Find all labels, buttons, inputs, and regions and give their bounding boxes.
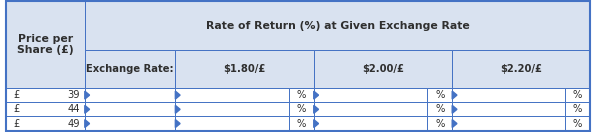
Bar bbox=[452, 88, 565, 102]
Polygon shape bbox=[313, 91, 318, 99]
Polygon shape bbox=[452, 105, 457, 113]
Text: £: £ bbox=[13, 104, 20, 114]
Polygon shape bbox=[175, 120, 180, 128]
Bar bbox=[6, 116, 85, 131]
Bar bbox=[313, 50, 452, 88]
Bar bbox=[452, 102, 565, 116]
Text: %: % bbox=[573, 104, 582, 114]
Bar bbox=[565, 116, 590, 131]
Bar bbox=[427, 116, 452, 131]
Text: $2.00/£: $2.00/£ bbox=[362, 64, 404, 74]
Bar bbox=[175, 102, 289, 116]
Text: 44: 44 bbox=[67, 104, 80, 114]
Polygon shape bbox=[313, 105, 318, 113]
Polygon shape bbox=[452, 91, 457, 99]
Bar bbox=[6, 102, 85, 116]
Bar bbox=[313, 116, 427, 131]
Bar bbox=[85, 88, 175, 102]
Text: %: % bbox=[297, 90, 306, 100]
Polygon shape bbox=[85, 120, 89, 128]
Polygon shape bbox=[313, 120, 318, 128]
Text: Rate of Return (%) at Given Exchange Rate: Rate of Return (%) at Given Exchange Rat… bbox=[206, 21, 469, 31]
Text: $2.20/£: $2.20/£ bbox=[500, 64, 542, 74]
Text: %: % bbox=[435, 119, 445, 129]
Bar bbox=[289, 102, 313, 116]
Text: %: % bbox=[573, 119, 582, 129]
Bar bbox=[85, 102, 175, 116]
Bar bbox=[452, 116, 565, 131]
Text: %: % bbox=[297, 119, 306, 129]
Text: %: % bbox=[435, 90, 445, 100]
Text: £: £ bbox=[13, 119, 20, 129]
Bar bbox=[427, 102, 452, 116]
Polygon shape bbox=[452, 120, 457, 128]
Text: %: % bbox=[297, 104, 306, 114]
Text: %: % bbox=[435, 104, 445, 114]
Bar bbox=[85, 116, 175, 131]
Text: Price per
Share (£): Price per Share (£) bbox=[17, 34, 74, 55]
Bar bbox=[313, 102, 427, 116]
Bar bbox=[85, 1, 590, 50]
Bar bbox=[565, 102, 590, 116]
Bar bbox=[6, 1, 85, 88]
Text: %: % bbox=[573, 90, 582, 100]
Polygon shape bbox=[85, 91, 89, 99]
Bar bbox=[6, 88, 85, 102]
Bar bbox=[175, 88, 289, 102]
Bar bbox=[289, 88, 313, 102]
Text: £: £ bbox=[13, 90, 20, 100]
Text: Exchange Rate:: Exchange Rate: bbox=[86, 64, 174, 74]
Text: $1.80/£: $1.80/£ bbox=[224, 64, 266, 74]
Bar bbox=[565, 88, 590, 102]
Bar bbox=[175, 116, 289, 131]
Polygon shape bbox=[175, 105, 180, 113]
Text: 39: 39 bbox=[67, 90, 80, 100]
Text: 49: 49 bbox=[67, 119, 80, 129]
Bar bbox=[289, 116, 313, 131]
Polygon shape bbox=[85, 105, 89, 113]
Bar bbox=[452, 50, 590, 88]
Bar bbox=[313, 88, 427, 102]
Bar bbox=[175, 50, 313, 88]
Bar bbox=[85, 50, 175, 88]
Bar bbox=[427, 88, 452, 102]
Polygon shape bbox=[175, 91, 180, 99]
